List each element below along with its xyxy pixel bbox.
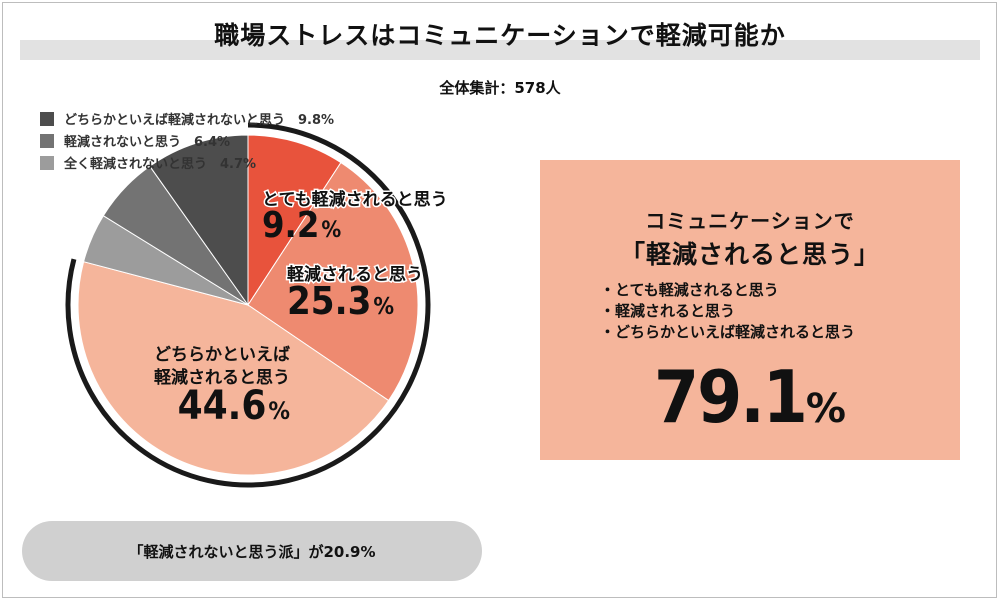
summary-total-value: 79.1 xyxy=(654,355,808,439)
legend-swatch xyxy=(40,111,54,126)
summary-box: コミュニケーションで 「軽減されると思う」 ・とても軽減されると思う ・軽減され… xyxy=(540,160,960,460)
pie-slice-rather_no xyxy=(149,134,249,307)
summary-heading-1: コミュニケーションで xyxy=(645,209,855,233)
slice-label-yes: 軽減されると思う xyxy=(287,264,423,285)
pie-slice-very xyxy=(247,134,342,307)
slice-value-rather: 44.6% xyxy=(178,383,290,429)
summary-total-percent-sign: % xyxy=(805,386,846,432)
summary-heading-2: 「軽減されると思う」 xyxy=(619,240,880,269)
legend-item: どちらかといえば軽減されないと思う 9.8% xyxy=(40,108,334,129)
slice-label-rather: 軽減されると思う xyxy=(154,367,290,388)
summary-total: 79.1% xyxy=(540,355,960,439)
legend-item: 軽減されないと思う 6.4% xyxy=(40,130,334,151)
legend-label: どちらかといえば軽減されないと思う 9.8% xyxy=(64,113,335,128)
legend: どちらかといえば軽減されないと思う 9.8% 軽減されないと思う 6.4% 全く軽減… xyxy=(40,108,334,174)
slice-label-rather: どちらかといえば xyxy=(154,345,290,365)
chart-title: 職場ストレスはコミュニケーションで軽減可能か xyxy=(214,21,786,50)
legend-label: 軽減されないと思う 6.4% xyxy=(64,135,231,150)
slice-label-very: とても軽減されると思う xyxy=(262,189,448,210)
legend-label: 全く軽減されないと思う 4.7% xyxy=(64,157,257,172)
legend-swatch xyxy=(40,133,54,148)
agree-group-ring xyxy=(65,122,431,488)
title-band xyxy=(20,40,980,60)
legend-swatch xyxy=(40,155,54,170)
legend-item: 全く軽減されないと思う 4.7% xyxy=(40,152,334,173)
footer-pill: 「軽減されないと思う派」が20.9% xyxy=(22,521,482,581)
pie-slice-yes xyxy=(247,161,419,402)
slice-value-yes: 25.3% xyxy=(287,279,394,323)
summary-item: ・とても軽減されると思う xyxy=(600,281,779,299)
summary-items: ・とても軽減されると思う ・軽減されると思う ・どちらかといえば軽減されると思う xyxy=(600,280,855,343)
slice-value-very: 9.2% xyxy=(262,205,341,246)
chart-subtitle: 全体集計：578人 xyxy=(439,79,561,97)
summary-item: ・軽減されると思う xyxy=(600,302,736,320)
pie-slice-rather xyxy=(77,261,390,476)
summary-item: ・どちらかといえば軽減されると思う xyxy=(600,323,856,341)
